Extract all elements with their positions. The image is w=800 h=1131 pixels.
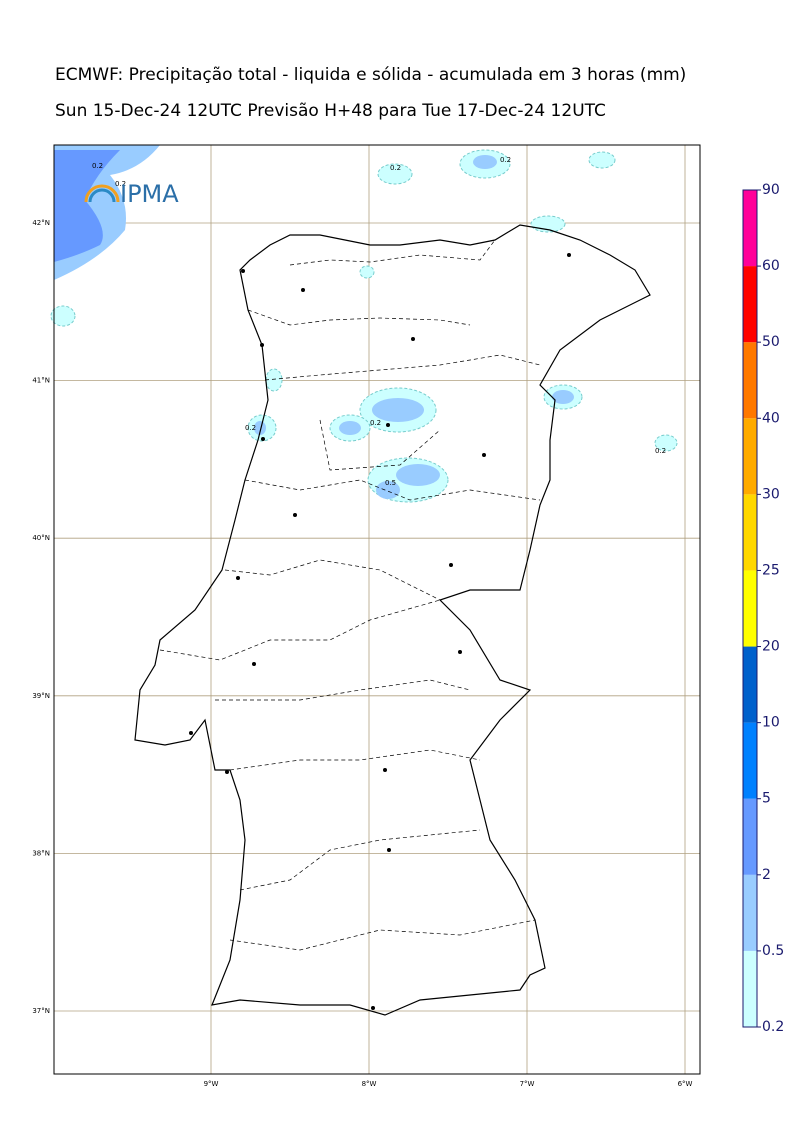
lat-tick-label: 38°N xyxy=(32,849,50,857)
precip-area xyxy=(359,265,375,279)
colorbar-band xyxy=(743,266,757,343)
contour-label: 0.5 xyxy=(385,479,396,487)
lat-tick-label: 40°N xyxy=(32,534,50,542)
colorbar-band xyxy=(743,646,757,723)
colorbar-label: 50 xyxy=(762,334,780,350)
lon-tick-label: 8°W xyxy=(362,1080,377,1088)
contour-label: 0.2 xyxy=(115,180,126,188)
contour-label: 0.2 xyxy=(655,447,666,455)
precip-area xyxy=(473,155,497,169)
colorbar-band xyxy=(743,418,757,495)
lon-tick-label: 6°W xyxy=(678,1080,693,1088)
graticule: 42°N 41°N 40°N 39°N 38°N 37°N 9°W 8°W 7°W 6°W xyxy=(32,145,700,1088)
precip-area xyxy=(396,464,440,486)
contour-label: 0.2 xyxy=(245,424,256,432)
coastline xyxy=(134,224,651,1016)
map-frame xyxy=(53,144,701,1075)
district-borders xyxy=(159,239,541,951)
colorbar-label: 25 xyxy=(762,562,780,578)
colorbar-label: 90 xyxy=(762,182,780,198)
colorbar-band xyxy=(743,342,757,419)
colorbar-label: 2 xyxy=(762,867,771,883)
contour-label: 0.2 xyxy=(500,156,511,164)
colorbar-label: 20 xyxy=(762,639,780,655)
lat-tick-label: 41°N xyxy=(32,377,50,385)
logo-text: IPMA xyxy=(120,180,179,208)
precipitation xyxy=(50,145,678,503)
cities xyxy=(189,253,571,1010)
precip-area xyxy=(552,390,574,404)
colorbar-label: 40 xyxy=(762,410,780,426)
colorbar-label: 0.2 xyxy=(762,1019,784,1035)
map: 42°N 41°N 40°N 39°N 38°N 37°N 9°W 8°W 7°W 6°W xyxy=(32,144,701,1088)
precip-area xyxy=(50,305,76,327)
colorbar-band xyxy=(743,950,757,1027)
contour-label: 0.2 xyxy=(370,419,381,427)
precip-area xyxy=(376,481,400,499)
colorbar-band xyxy=(743,190,757,267)
title: ECMWF: Precipitação total - liquida e só… xyxy=(55,65,686,85)
precip-area xyxy=(265,368,283,392)
colorbar-band xyxy=(743,494,757,571)
precip-area xyxy=(377,163,413,185)
colorbar-band xyxy=(743,570,757,647)
subtitle: Sun 15-Dec-24 12UTC Previsão H+48 para T… xyxy=(55,101,606,121)
colorbar-band xyxy=(743,722,757,799)
colorbar-label: 5 xyxy=(762,791,771,807)
precip-area xyxy=(54,150,120,262)
precip-area xyxy=(588,151,616,169)
map-background xyxy=(54,145,700,1074)
logo: IPMA xyxy=(84,180,179,208)
colorbar-frame xyxy=(742,189,758,1028)
colorbar-band xyxy=(743,874,757,951)
colorbar-label: 30 xyxy=(762,486,780,502)
colorbar-label: 0.5 xyxy=(762,943,784,959)
precip-area xyxy=(372,398,424,422)
colorbar-label: 60 xyxy=(762,258,780,274)
lon-tick-label: 9°W xyxy=(204,1080,219,1088)
contour-label: 0.2 xyxy=(92,162,103,170)
colorbar-band xyxy=(743,798,757,875)
lat-tick-label: 37°N xyxy=(32,1007,50,1015)
precip-area xyxy=(654,434,678,452)
precip-area xyxy=(339,421,361,435)
lon-tick-label: 7°W xyxy=(520,1080,535,1088)
contour-label: 0.2 xyxy=(390,164,401,172)
lat-tick-label: 39°N xyxy=(32,692,50,700)
precip-area xyxy=(254,421,266,435)
lat-tick-label: 42°N xyxy=(32,219,50,227)
colorbar-label: 10 xyxy=(762,715,780,731)
